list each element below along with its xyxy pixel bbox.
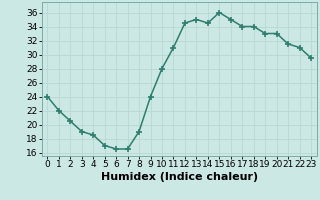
X-axis label: Humidex (Indice chaleur): Humidex (Indice chaleur) [100,172,258,182]
